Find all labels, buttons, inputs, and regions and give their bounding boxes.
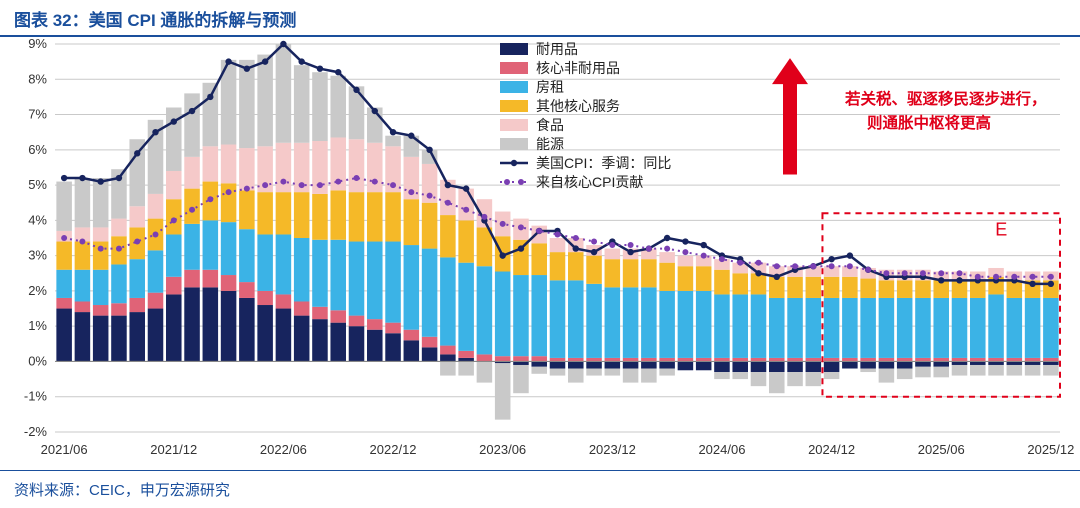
svg-text:美国CPI：季调：同比: 美国CPI：季调：同比 — [536, 155, 671, 171]
svg-text:2024/12: 2024/12 — [808, 442, 855, 457]
svg-text:若关税、驱逐移民逐步进行，: 若关税、驱逐移民逐步进行， — [844, 89, 1047, 108]
svg-text:2021/06: 2021/06 — [41, 442, 88, 457]
svg-text:来自核心CPI贡献: 来自核心CPI贡献 — [536, 174, 643, 190]
chart-svg: -2% -1% 0% 1% 2% 3% 4% 5% 6% 7% 8% 9% 2021/06 2021/12… — [0, 34, 1080, 469]
svg-text:-1%: -1% — [24, 389, 48, 404]
svg-text:8%: 8% — [28, 71, 47, 86]
svg-text:食品: 食品 — [536, 117, 564, 133]
svg-text:2021/12: 2021/12 — [150, 442, 197, 457]
svg-text:2022/06: 2022/06 — [260, 442, 307, 457]
chart-area: -2% -1% 0% 1% 2% 3% 4% 5% 6% 7% 8% 9% 2021/06 2021/12… — [0, 34, 1080, 470]
svg-text:7%: 7% — [28, 107, 47, 122]
svg-text:2%: 2% — [28, 283, 47, 298]
svg-text:1%: 1% — [28, 318, 47, 333]
svg-text:3%: 3% — [28, 248, 47, 263]
svg-text:核心非耐用品: 核心非耐用品 — [536, 60, 620, 76]
svg-text:2025/12: 2025/12 — [1027, 442, 1074, 457]
svg-text:E: E — [995, 219, 1007, 239]
svg-text:2024/06: 2024/06 — [698, 442, 745, 457]
svg-text:2025/06: 2025/06 — [918, 442, 965, 457]
svg-text:其他核心服务: 其他核心服务 — [536, 98, 620, 114]
svg-text:0%: 0% — [28, 353, 47, 368]
svg-text:则通胀中枢将更高: 则通胀中枢将更高 — [867, 113, 991, 132]
svg-text:2023/12: 2023/12 — [589, 442, 636, 457]
source-text: 资料来源：CEIC，申万宏源研究 — [0, 470, 1080, 508]
svg-text:房租: 房租 — [536, 79, 564, 95]
svg-text:2022/12: 2022/12 — [370, 442, 417, 457]
svg-text:9%: 9% — [28, 36, 47, 51]
svg-text:2023/06: 2023/06 — [479, 442, 526, 457]
svg-text:6%: 6% — [28, 142, 47, 157]
svg-text:-2%: -2% — [24, 424, 48, 439]
svg-text:耐用品: 耐用品 — [536, 41, 578, 57]
svg-text:4%: 4% — [28, 212, 47, 227]
chart-title: 图表 32：美国 CPI 通胀的拆解与预测 — [0, 0, 1080, 37]
svg-text:能源: 能源 — [536, 136, 564, 152]
svg-text:5%: 5% — [28, 177, 47, 192]
